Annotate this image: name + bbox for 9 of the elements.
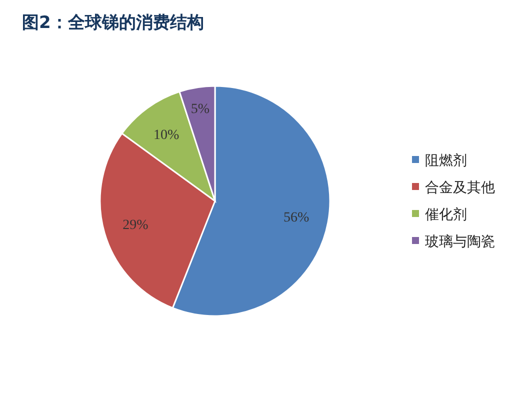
legend-label: 催化剂 [425,207,467,223]
legend-label: 合金及其他 [425,180,495,196]
legend-label: 阻燃剂 [425,153,467,169]
data-label: 29% [122,218,149,234]
legend-label: 玻璃与陶瓷 [425,234,495,250]
data-label: 10% [153,128,180,144]
chart-title: 图2：全球锑的消费结构 [22,13,204,33]
data-label: 5% [190,102,210,117]
data-label: 56% [283,210,310,226]
